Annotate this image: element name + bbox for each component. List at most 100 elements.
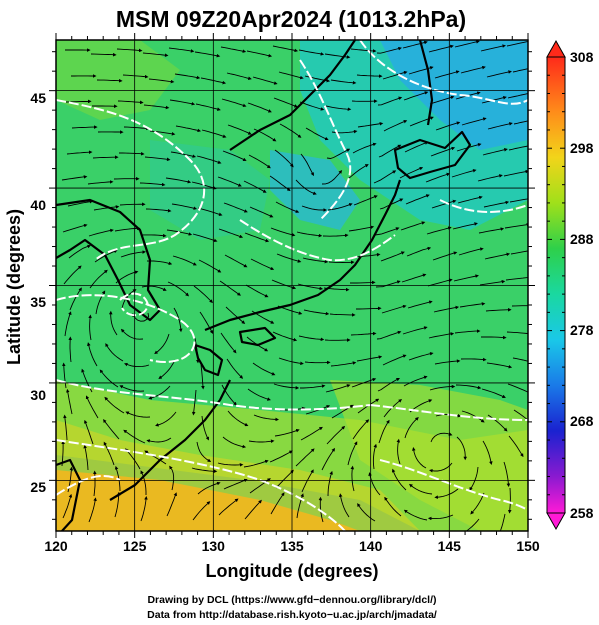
streamline: [244, 499, 262, 520]
streamline: [141, 285, 167, 291]
streamline: [197, 481, 221, 495]
streamline: [139, 182, 166, 187]
streamline: [248, 439, 275, 443]
streamline: [148, 385, 171, 400]
streamline: [84, 419, 94, 445]
streamline: [430, 432, 453, 443]
streamline: [405, 194, 430, 205]
streamline: [196, 155, 222, 164]
colorbar-label: 298: [570, 140, 594, 156]
streamline: [404, 416, 419, 439]
streamline: [89, 269, 108, 289]
coastline: [193, 343, 224, 377]
y-tick-label: 40: [30, 197, 46, 213]
isotherm: [299, 59, 352, 221]
streamline: [68, 244, 91, 259]
streamline: [103, 419, 120, 440]
colorbar: 308 298 288 278 268 258: [546, 39, 594, 531]
temperature-field-shading: [56, 40, 528, 531]
isotherm: [379, 459, 528, 511]
streamline: [269, 175, 291, 192]
streamline: [218, 228, 244, 239]
streamline: [220, 46, 247, 53]
x-tick-label: 130: [202, 538, 226, 554]
streamline: [432, 251, 458, 261]
streamline: [165, 177, 192, 184]
streamline: [328, 260, 355, 265]
streamline: [301, 205, 328, 212]
streamline: [377, 377, 400, 392]
streamline: [460, 357, 487, 362]
streamline: [513, 409, 528, 421]
streamline: [119, 151, 145, 156]
streamline: [125, 411, 151, 418]
streamline: [62, 362, 67, 389]
streamline: [454, 329, 481, 334]
streamline: [504, 222, 528, 229]
streamline: [158, 359, 176, 380]
streamline: [140, 233, 167, 238]
isotherm: [56, 439, 346, 531]
streamline: [191, 389, 197, 416]
y-axis-ticks: [49, 51, 535, 520]
streamline: [302, 257, 329, 264]
streamline: [481, 335, 507, 340]
streamline: [459, 302, 486, 308]
streamline: [223, 478, 248, 490]
streamline: [174, 73, 201, 80]
streamline: [62, 223, 88, 233]
streamline: [67, 199, 94, 207]
streamline: [455, 384, 482, 390]
streamline: [353, 195, 378, 206]
streamline: [329, 313, 356, 317]
streamline: [140, 496, 148, 522]
streamline: [223, 202, 248, 213]
streamline: [503, 461, 511, 488]
streamline: [434, 488, 459, 499]
streamline: [403, 509, 428, 521]
streamline: [274, 149, 294, 168]
isotherm: [369, 404, 528, 421]
streamline: [149, 130, 176, 136]
streamline: [119, 202, 146, 207]
streamline: [356, 355, 383, 362]
streamline: [193, 285, 213, 304]
streamline: [426, 226, 452, 235]
streamline: [249, 206, 274, 218]
streamline: [69, 287, 82, 311]
streamline: [217, 176, 242, 187]
streamline: [453, 274, 479, 282]
streamline: [482, 148, 508, 156]
coastline: [56, 198, 162, 322]
streamline: [172, 255, 197, 266]
streamline: [484, 252, 511, 260]
streamline: [173, 307, 183, 333]
streamline: [382, 70, 408, 80]
streamline: [252, 76, 278, 85]
streamline: [200, 363, 205, 390]
isotherm: [56, 475, 121, 496]
streamline: [298, 335, 325, 342]
streamline: [378, 144, 402, 158]
streamline: [201, 415, 209, 441]
streamline: [298, 49, 325, 56]
streamline: [507, 487, 512, 514]
streamline: [243, 180, 267, 193]
streamline: [125, 448, 141, 470]
streamline: [469, 466, 479, 491]
isotherm: [56, 99, 206, 261]
streamline: [374, 227, 400, 236]
streamline: [246, 50, 273, 58]
streamline: [66, 388, 73, 415]
streamline: [142, 52, 169, 57]
colorbar-top-arrow: [546, 39, 566, 58]
streamline: [273, 383, 300, 390]
streamline: [87, 180, 114, 185]
streamline: [104, 396, 125, 414]
streamline: [192, 501, 211, 521]
streamline: [250, 258, 275, 271]
streamline: [378, 419, 390, 444]
streamline: [269, 450, 293, 463]
streamline: [384, 496, 402, 517]
